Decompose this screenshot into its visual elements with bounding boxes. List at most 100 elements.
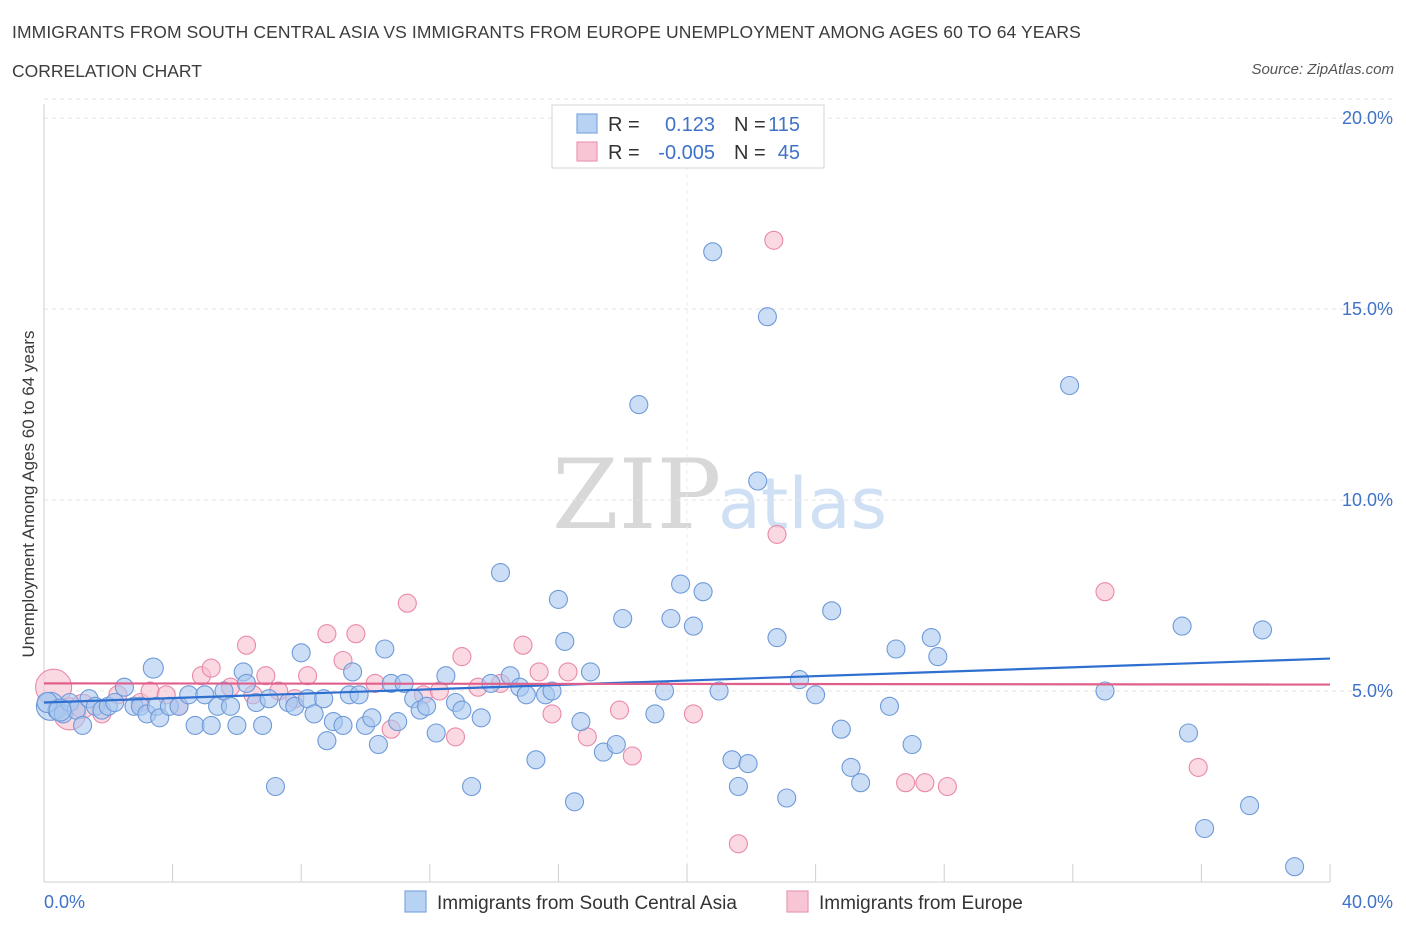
point-south-central-asia (375, 639, 395, 659)
y-tick-label: 5.0% (1352, 681, 1393, 701)
point-south-central-asia (265, 776, 286, 797)
point-europe (622, 746, 642, 766)
legend-n-label-2: N = (734, 142, 766, 164)
legend-r-value-1: 0.123 (665, 114, 715, 136)
point-south-central-asia (195, 685, 215, 705)
point-south-central-asia (526, 750, 546, 770)
bottom-legend-swatch-series2 (786, 890, 809, 913)
point-south-central-asia (253, 715, 273, 735)
point-south-central-asia (613, 608, 633, 629)
point-south-central-asia (1195, 818, 1215, 839)
point-europe (236, 635, 257, 655)
point-south-central-asia (333, 715, 353, 735)
point-south-central-asia (426, 723, 446, 743)
legend-r-value-2: -0.005 (658, 142, 715, 164)
point-south-central-asia (629, 395, 649, 415)
point-europe (767, 524, 787, 544)
point-south-central-asia (683, 616, 703, 636)
point-south-central-asia (571, 712, 591, 732)
point-south-central-asia (902, 734, 922, 755)
point-south-central-asia (767, 628, 787, 648)
point-europe (1095, 582, 1115, 602)
point-south-central-asia (516, 685, 536, 705)
watermark-zip: ZIP (552, 439, 721, 551)
point-europe (529, 662, 549, 682)
x-axis-ticks (43, 864, 1331, 882)
point-europe (728, 834, 748, 854)
point-south-central-asia (462, 776, 482, 797)
point-europe (256, 666, 276, 686)
point-south-central-asia (314, 689, 334, 709)
point-south-central-asia (748, 471, 768, 491)
trend-line-south-central-asia (43, 657, 1331, 704)
point-europe (201, 658, 221, 678)
point-south-central-asia (671, 574, 691, 594)
point-south-central-asia (105, 692, 125, 713)
point-south-central-asia (921, 628, 941, 648)
point-south-central-asia (436, 666, 456, 686)
bottom-legend-label-series1: Immigrants from South Central Asia (437, 893, 737, 914)
point-south-central-asia (114, 677, 134, 697)
x-tick-label-min: 0.0% (44, 892, 85, 912)
chart-source: Source: ZipAtlas.com (1251, 61, 1394, 78)
point-europe (346, 624, 366, 644)
trend-line-europe (43, 682, 1331, 686)
legend-n-value-1: 115 (768, 114, 800, 136)
point-europe (896, 773, 916, 793)
y-axis-tick-labels: 5.0% 10.0% 15.0% 20.0% (1342, 108, 1393, 701)
point-south-central-asia (645, 704, 665, 724)
point-south-central-asia (304, 704, 324, 724)
point-south-central-asia (471, 708, 491, 728)
point-south-central-asia (349, 685, 369, 705)
point-south-central-asia (1095, 681, 1115, 701)
point-south-central-asia (227, 715, 247, 735)
point-south-central-asia (886, 639, 906, 659)
chart-title: IMMIGRANTS FROM SOUTH CENTRAL ASIA VS IM… (12, 22, 1081, 42)
point-europe (542, 704, 562, 724)
point-south-central-asia (1178, 723, 1199, 743)
point-south-central-asia (417, 696, 437, 716)
point-south-central-asia (1172, 616, 1192, 636)
point-south-central-asia (452, 700, 472, 720)
point-south-central-asia (728, 776, 748, 797)
point-south-central-asia (777, 788, 797, 808)
point-europe (298, 666, 318, 686)
series-south-central-asia-points (35, 242, 1305, 877)
point-south-central-asia (851, 773, 871, 793)
point-south-central-asia (73, 715, 93, 735)
point-south-central-asia (259, 689, 279, 709)
point-south-central-asia (822, 601, 842, 621)
y-tick-label: 10.0% (1342, 490, 1393, 510)
point-south-central-asia (368, 734, 388, 755)
y-axis-title: Unemployment Among Ages 60 to 64 years (19, 331, 38, 658)
point-south-central-asia (831, 719, 851, 739)
point-south-central-asia (291, 643, 311, 663)
bottom-legend-swatch-series1 (404, 890, 427, 913)
point-south-central-asia (548, 589, 568, 609)
point-south-central-asia (317, 731, 337, 751)
legend-r-label-2: R = (608, 142, 640, 164)
point-south-central-asia (362, 708, 382, 728)
point-europe (764, 230, 784, 250)
point-europe (937, 776, 957, 797)
point-europe (683, 704, 703, 724)
y-tick-label: 15.0% (1342, 299, 1393, 319)
point-europe (397, 593, 417, 613)
point-south-central-asia (185, 715, 205, 735)
point-south-central-asia (606, 734, 626, 755)
watermark-atlas: atlas (718, 463, 887, 545)
point-south-central-asia (555, 631, 575, 651)
point-south-central-asia (564, 792, 585, 812)
point-europe (445, 727, 466, 747)
point-europe (558, 662, 578, 682)
point-south-central-asia (1240, 796, 1260, 816)
bottom-legend-label-series2: Immigrants from Europe (819, 893, 1023, 914)
y-tick-label: 20.0% (1342, 108, 1393, 128)
point-south-central-asia (142, 657, 164, 679)
point-south-central-asia (879, 696, 900, 716)
point-europe (513, 635, 533, 655)
point-south-central-asia (722, 750, 742, 770)
point-europe (317, 624, 337, 644)
point-south-central-asia (48, 698, 72, 722)
